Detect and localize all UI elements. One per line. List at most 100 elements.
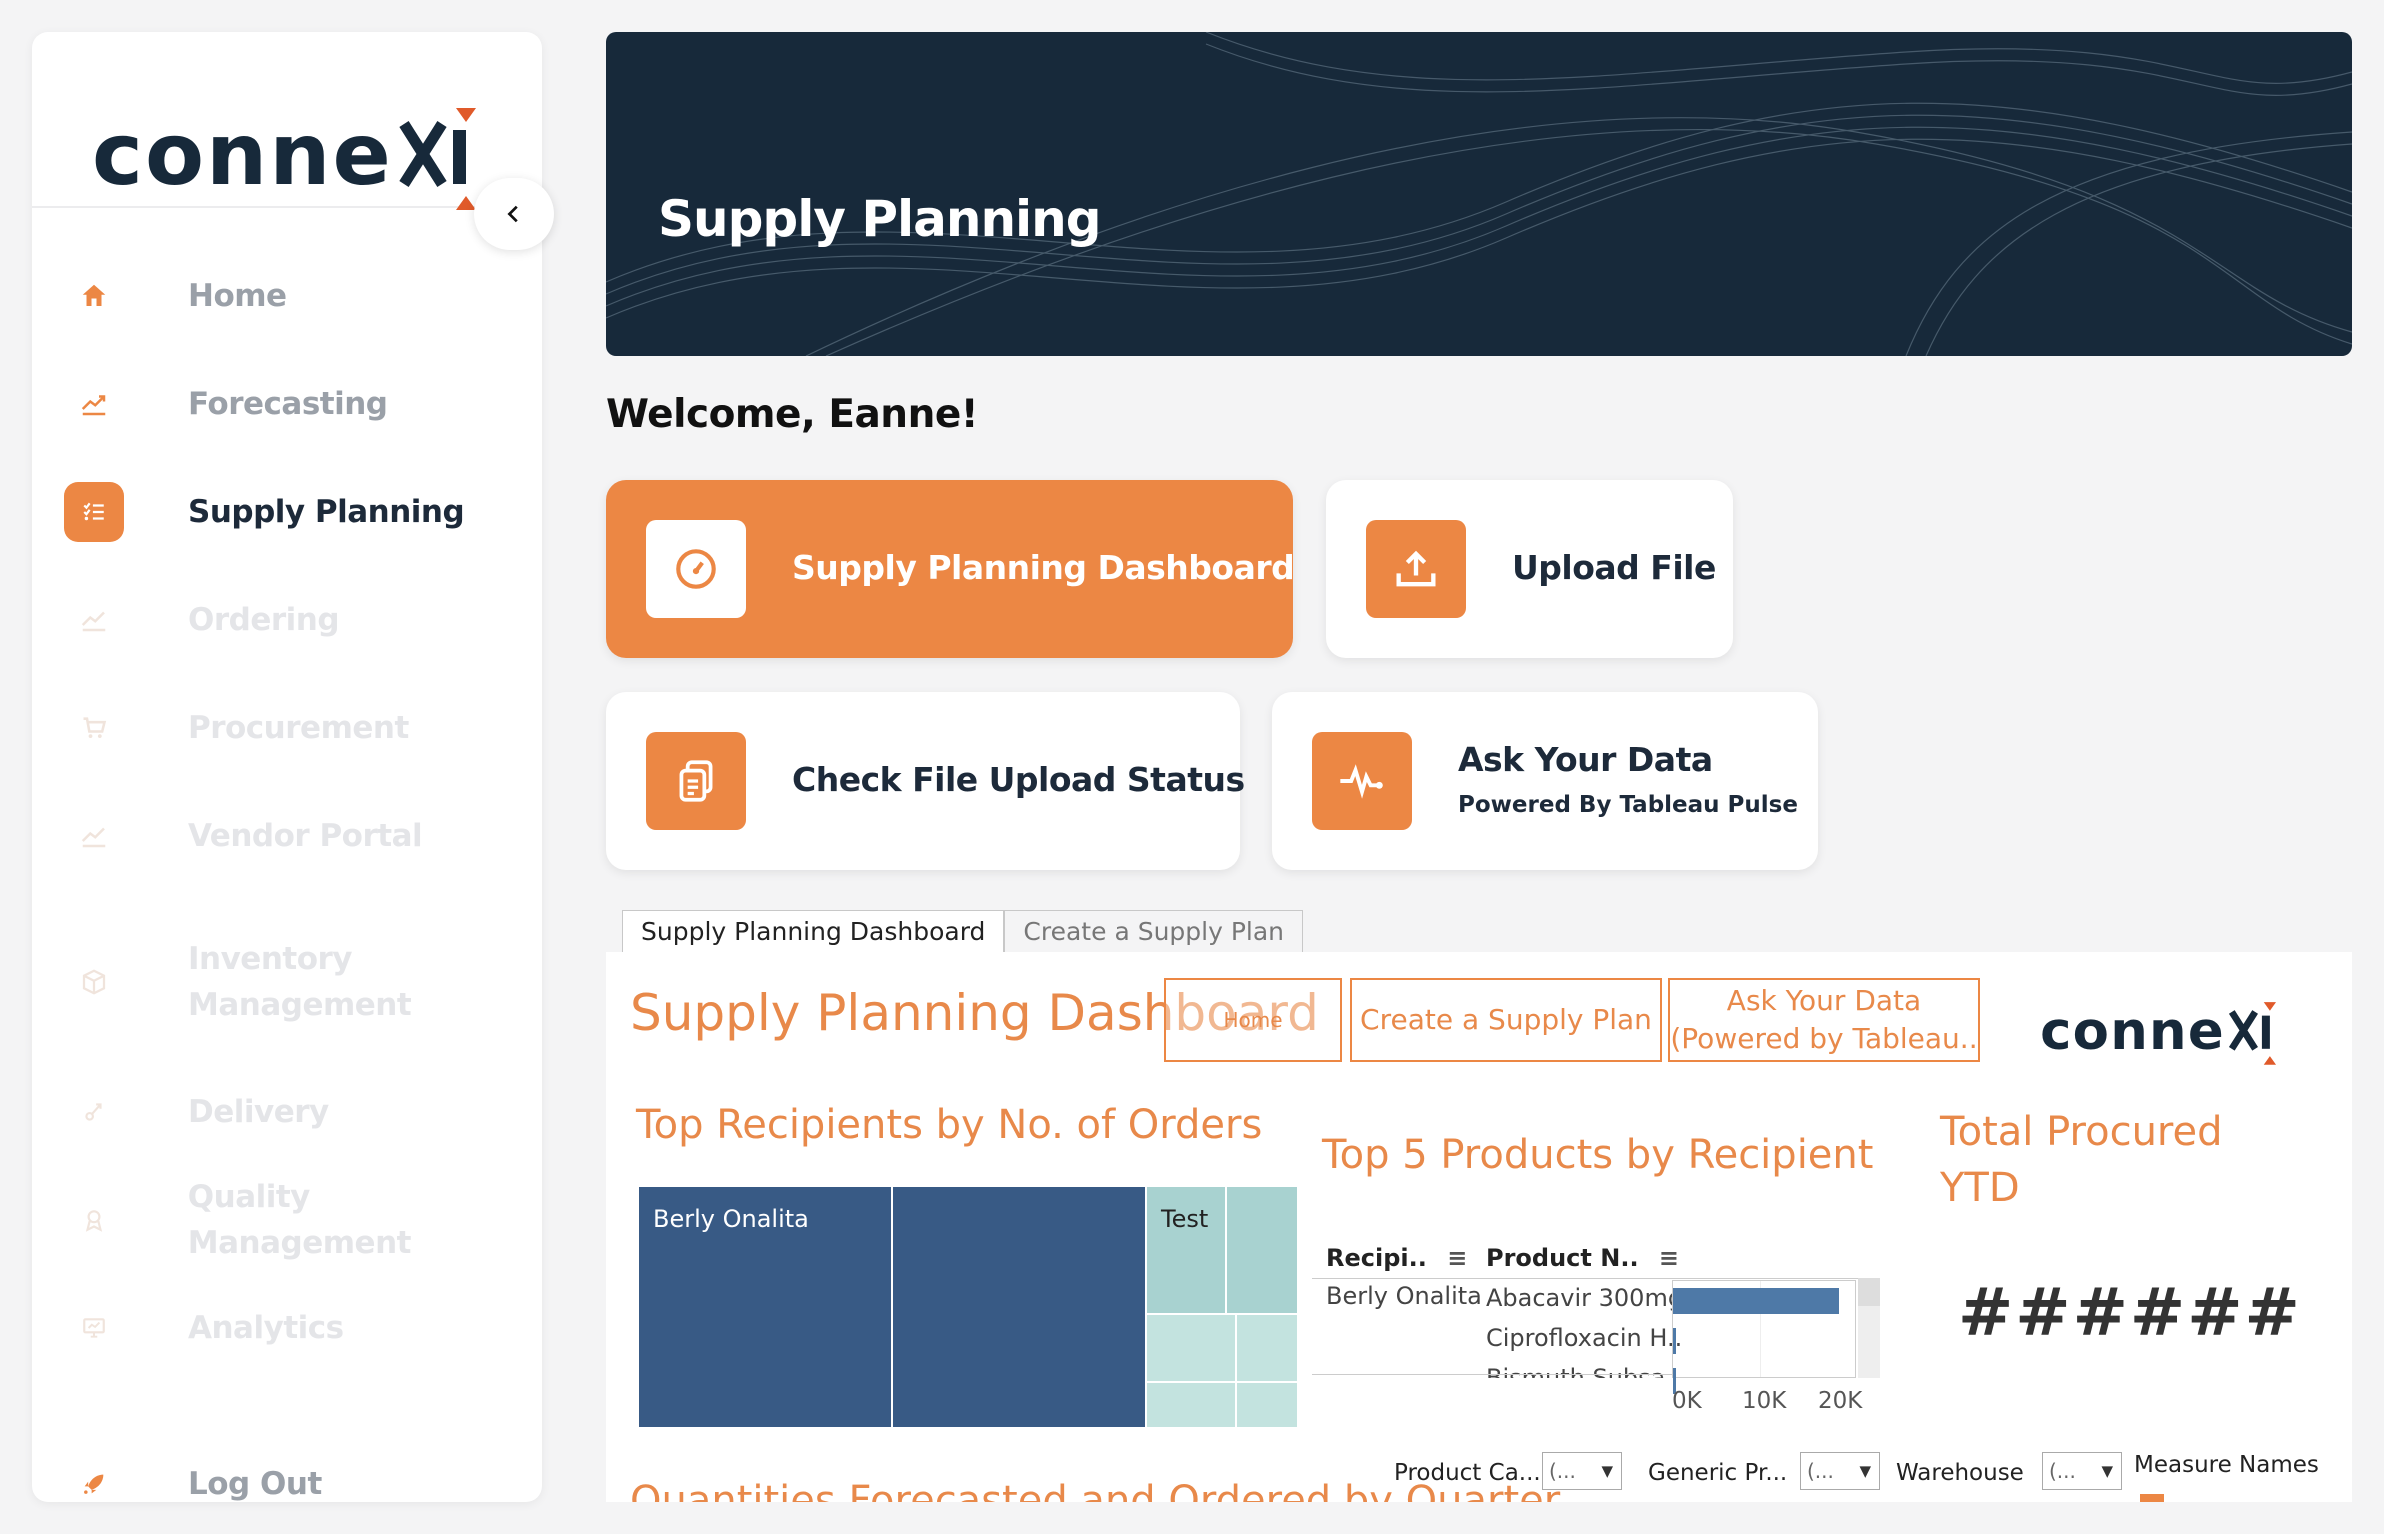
sidebar-item-inventory-management: Inventory Management <box>64 932 428 1032</box>
dropdown-arrow-icon: ▼ <box>2101 1462 2113 1480</box>
filter-label-product-category: Product Ca... <box>1394 1460 1541 1486</box>
dashboard-tabs: Supply Planning Dashboard Create a Suppl… <box>622 910 1304 952</box>
welcome-message: Welcome, Eanne! <box>606 392 979 437</box>
delivery-icon <box>64 1082 124 1142</box>
ask-your-data-label: Ask Your Data <box>1726 984 1922 1017</box>
column-header-recipient[interactable]: Recipi.. ≡ <box>1326 1244 1467 1272</box>
create-supply-plan-label: Create a Supply Plan <box>1360 1003 1652 1036</box>
select-value: (... <box>1807 1459 1834 1483</box>
column-header-product[interactable]: Product N.. ≡ <box>1486 1244 1679 1272</box>
logout-button[interactable]: Log Out <box>64 1454 322 1514</box>
recipients-treemap: Berly Onalita Test <box>638 1186 1298 1428</box>
ask-your-data-card[interactable]: Ask Your Data Powered By Tableau Pulse <box>1272 692 1818 870</box>
select-value: (... <box>1549 1459 1576 1483</box>
treemap-cell[interactable] <box>1146 1382 1236 1428</box>
upload-icon <box>1366 520 1466 618</box>
upload-file-card[interactable]: Upload File <box>1326 480 1733 658</box>
card-title: Supply Planning Dashboard <box>792 548 1295 587</box>
filter-label-warehouse: Warehouse <box>1896 1460 2024 1486</box>
svg-text:conne: conne <box>2040 1001 2225 1062</box>
total-procured-value: ###### <box>1958 1274 2302 1351</box>
treemap-cell[interactable] <box>1226 1186 1298 1314</box>
sidebar-item-analytics: Analytics <box>64 1298 344 1358</box>
generic-product-select[interactable]: (... ▼ <box>1800 1452 1880 1490</box>
treemap-cell[interactable] <box>1236 1382 1298 1428</box>
top-recipients-title: Top Recipients by No. of Orders <box>636 1102 1263 1148</box>
page-title: Supply Planning <box>658 190 1102 248</box>
trend-icon <box>64 374 124 434</box>
rocket-icon <box>64 1454 124 1514</box>
top-products-title: Top 5 Products by Recipient <box>1322 1132 1874 1178</box>
column-header-label: Recipi.. <box>1326 1244 1427 1272</box>
connexi-logo: conne <box>92 105 476 210</box>
card-title: Ask Your Data <box>1458 740 1713 779</box>
sidebar-item-vendor-portal: Vendor Portal <box>64 806 423 866</box>
pulse-icon <box>1312 732 1412 830</box>
total-procured-title-line: YTD <box>1940 1165 2020 1211</box>
sidebar-item-forecasting[interactable]: Forecasting <box>64 374 388 434</box>
tab-create-supply-plan[interactable]: Create a Supply Plan <box>1004 910 1304 952</box>
bar-2[interactable] <box>1673 1368 1676 1394</box>
sidebar-item-label: Analytics <box>188 1310 344 1346</box>
bar-0[interactable] <box>1673 1288 1840 1314</box>
logout-label: Log Out <box>188 1466 322 1502</box>
supply-planning-dashboard-card[interactable]: Supply Planning Dashboard <box>606 480 1295 658</box>
warehouse-select[interactable]: (... ▼ <box>2042 1452 2122 1490</box>
page-banner: Supply Planning <box>606 32 2352 356</box>
check-file-upload-status-card[interactable]: Check File Upload Status <box>606 692 1245 870</box>
home-button[interactable]: Home <box>1164 978 1342 1062</box>
sidebar-item-ordering: Ordering <box>64 590 340 650</box>
table-divider <box>1312 1374 1672 1375</box>
ask-your-data-button[interactable]: Ask Your Data (Powered by Tableau.. <box>1668 978 1980 1062</box>
product-cell[interactable]: Ciprofloxacin H.. <box>1486 1324 1683 1352</box>
axis-tick-label: 20K <box>1818 1388 1863 1414</box>
treemap-cell[interactable]: Berly Onalita <box>638 1186 892 1428</box>
product-cell[interactable]: Bismuth Subsa.. <box>1486 1364 1681 1378</box>
legend-swatch <box>2140 1494 2164 1502</box>
measure-names-legend-title: Measure Names <box>2134 1452 2319 1478</box>
trend-icon <box>64 806 124 866</box>
treemap-cell[interactable] <box>1146 1314 1236 1382</box>
dashboard-panel: Supply Planning Dashboard Home Create a … <box>606 952 2352 1502</box>
sidebar-item-label: Quality Management <box>187 1179 412 1261</box>
sidebar: conne Home Forecasting Supply Planning O… <box>32 32 542 1502</box>
sidebar-item-label: Vendor Portal <box>188 818 423 854</box>
sidebar-item-label: Delivery <box>188 1094 329 1130</box>
sort-icon[interactable]: ≡ <box>1658 1244 1680 1272</box>
product-cell[interactable]: Abacavir 300mg <box>1486 1284 1684 1312</box>
sidebar-item-delivery: Delivery <box>64 1082 329 1142</box>
products-bar-chart <box>1672 1280 1856 1394</box>
quality-icon <box>64 1190 124 1250</box>
recipient-cell[interactable]: Berly Onalita <box>1326 1282 1482 1310</box>
card-title: Check File Upload Status <box>792 760 1245 799</box>
table-divider <box>1312 1278 1858 1279</box>
svg-text:conne: conne <box>92 105 393 205</box>
dropdown-arrow-icon: ▼ <box>1601 1462 1613 1480</box>
gridline <box>1760 1281 1761 1377</box>
sort-icon[interactable]: ≡ <box>1447 1244 1468 1272</box>
dropdown-arrow-icon: ▼ <box>1859 1462 1871 1480</box>
axis-tick-label: 10K <box>1742 1388 1787 1414</box>
scrollbar-thumb[interactable] <box>1858 1278 1880 1306</box>
sidebar-logo[interactable]: conne <box>32 32 542 210</box>
sidebar-item-label: Procurement <box>188 710 409 746</box>
bar-1[interactable] <box>1673 1328 1677 1354</box>
treemap-cell[interactable]: Test <box>1146 1186 1226 1314</box>
sidebar-item-supply-planning[interactable]: Supply Planning <box>64 482 465 542</box>
treemap-cell[interactable] <box>892 1186 1146 1428</box>
home-button-label: Home <box>1223 1008 1283 1032</box>
monitor-icon <box>64 1298 124 1358</box>
tab-supply-planning-dashboard[interactable]: Supply Planning Dashboard <box>622 910 1005 952</box>
filter-label-generic-product: Generic Pr... <box>1648 1460 1788 1486</box>
treemap-label: Test <box>1161 1205 1209 1233</box>
create-supply-plan-button[interactable]: Create a Supply Plan <box>1350 978 1662 1062</box>
treemap-cell[interactable] <box>1236 1314 1298 1382</box>
quarterly-chart-title: Quantities Forecasted and Ordered by Qua… <box>630 1478 1561 1502</box>
gauge-icon <box>646 520 746 618</box>
scrollbar[interactable] <box>1858 1278 1880 1378</box>
sidebar-collapse-button[interactable] <box>474 178 554 250</box>
home-icon <box>64 266 124 326</box>
product-category-select[interactable]: (... ▼ <box>1542 1452 1622 1490</box>
sidebar-item-home[interactable]: Home <box>64 266 287 326</box>
sidebar-item-label: Forecasting <box>188 386 388 422</box>
